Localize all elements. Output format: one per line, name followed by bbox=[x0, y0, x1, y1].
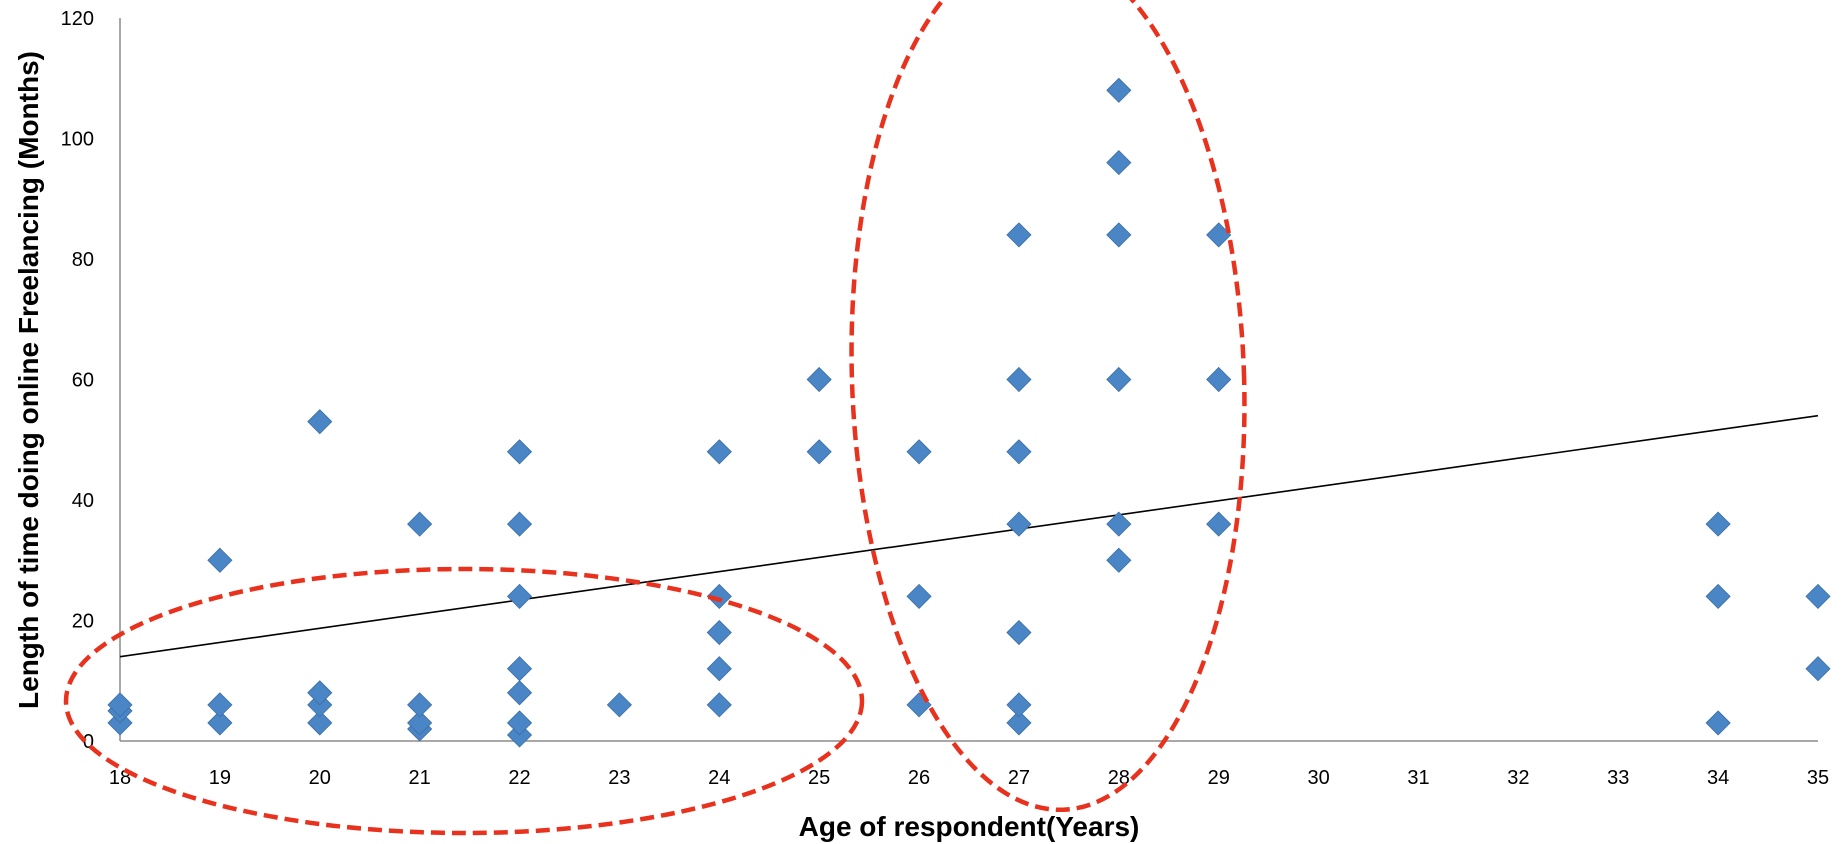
x-tick-label: 27 bbox=[1008, 767, 1030, 789]
data-point bbox=[1006, 511, 1032, 537]
data-point bbox=[806, 439, 832, 465]
data-point bbox=[407, 710, 433, 736]
data-point bbox=[307, 710, 333, 736]
x-tick-label: 34 bbox=[1707, 767, 1729, 789]
data-point bbox=[1006, 366, 1032, 393]
data-point bbox=[1106, 222, 1132, 248]
data-point bbox=[706, 619, 732, 646]
data-point bbox=[506, 511, 533, 537]
y-tick-label: 60 bbox=[72, 370, 94, 392]
data-point bbox=[906, 692, 932, 718]
data-point bbox=[1705, 710, 1731, 736]
y-tick-label: 100 bbox=[61, 129, 94, 151]
x-tick-labels: 18 19 20 21 22 23 24 25 26 27 28 29 30 31 32 33 34 35 bbox=[109, 767, 1829, 789]
data-point bbox=[1106, 511, 1132, 537]
data-point bbox=[307, 680, 333, 706]
data-point bbox=[1006, 222, 1032, 248]
data-point bbox=[1106, 77, 1132, 103]
annotation-ellipse-late-twenties bbox=[849, 0, 1247, 813]
x-tick-label: 35 bbox=[1807, 767, 1829, 789]
y-axis-title: Length of time doing online Freelancing … bbox=[13, 51, 44, 709]
data-point bbox=[407, 692, 433, 718]
data-point bbox=[906, 439, 932, 465]
data-point bbox=[207, 547, 233, 573]
x-tick-label: 31 bbox=[1407, 767, 1429, 789]
y-tick-labels: 0 20 40 60 80 100 120 bbox=[61, 8, 94, 753]
data-point bbox=[1206, 511, 1232, 537]
data-point bbox=[906, 583, 932, 609]
data-point bbox=[706, 439, 732, 465]
data-points bbox=[107, 77, 1831, 748]
y-tick-label: 0 bbox=[83, 731, 94, 753]
x-tick-label: 26 bbox=[908, 767, 930, 789]
annotation-ellipse-young bbox=[63, 566, 865, 836]
data-point bbox=[407, 511, 433, 537]
x-tick-label: 22 bbox=[508, 767, 530, 789]
x-tick-label: 21 bbox=[409, 767, 431, 789]
x-tick-label: 23 bbox=[608, 767, 630, 789]
y-tick-label: 40 bbox=[72, 490, 94, 512]
trendline bbox=[119, 414, 1819, 658]
data-point bbox=[1805, 583, 1831, 609]
data-point bbox=[506, 710, 533, 736]
data-point bbox=[1006, 710, 1032, 736]
x-tick-label: 33 bbox=[1607, 767, 1629, 789]
data-point bbox=[1805, 656, 1831, 682]
x-tick-label: 30 bbox=[1307, 767, 1329, 789]
y-tick-label: 20 bbox=[72, 611, 94, 633]
data-point bbox=[506, 656, 533, 682]
data-point bbox=[1106, 547, 1132, 573]
x-tick-label: 29 bbox=[1208, 767, 1230, 789]
data-point bbox=[207, 710, 233, 736]
x-axis-title: Age of respondent(Years) bbox=[799, 811, 1140, 842]
data-point bbox=[706, 583, 732, 609]
data-point bbox=[606, 692, 632, 718]
data-point bbox=[107, 692, 133, 718]
data-point bbox=[706, 656, 732, 682]
trendline-layer bbox=[119, 414, 1819, 658]
axes bbox=[119, 18, 1818, 742]
y-tick-label: 80 bbox=[72, 249, 94, 271]
annotation-ellipses bbox=[63, 0, 1247, 836]
x-tick-label: 20 bbox=[309, 767, 331, 789]
data-point bbox=[1006, 619, 1032, 646]
x-tick-label: 25 bbox=[808, 767, 830, 789]
data-point bbox=[706, 692, 732, 718]
data-point bbox=[1106, 366, 1132, 393]
data-point bbox=[207, 692, 233, 718]
data-point bbox=[806, 366, 832, 393]
data-point bbox=[1006, 439, 1032, 465]
x-tick-label: 19 bbox=[209, 767, 231, 789]
data-point bbox=[1705, 583, 1731, 609]
data-point bbox=[1006, 692, 1032, 718]
x-tick-label: 24 bbox=[708, 767, 730, 789]
y-tick-label: 120 bbox=[61, 8, 94, 30]
data-point bbox=[506, 583, 533, 609]
data-point bbox=[506, 680, 533, 706]
data-point bbox=[1705, 511, 1731, 537]
data-point bbox=[1206, 366, 1232, 393]
x-tick-label: 32 bbox=[1507, 767, 1529, 789]
data-point bbox=[506, 439, 533, 465]
data-point bbox=[307, 409, 333, 435]
data-point bbox=[1106, 150, 1132, 176]
